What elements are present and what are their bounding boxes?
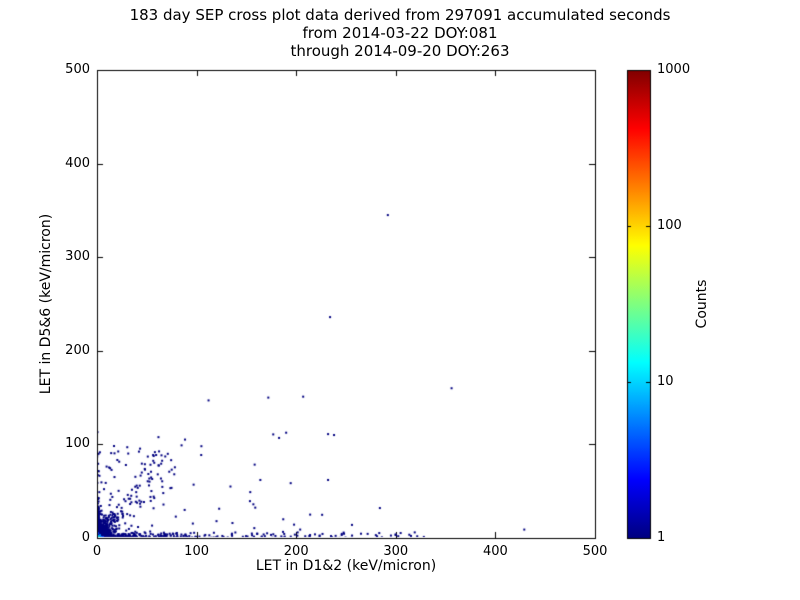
x-tick-label: 400: [482, 544, 508, 559]
y-tick-label: 0: [81, 530, 90, 545]
chart-title: 183 day SEP cross plot data derived from…: [0, 6, 800, 60]
colorbar-tick-label: 10: [657, 374, 674, 389]
x-tick-label: 100: [184, 544, 210, 559]
colorbar-tick-label: 100: [657, 218, 682, 233]
title-line-2: from 2014-03-22 DOY:081: [302, 24, 498, 42]
title-line-3: through 2014-09-20 DOY:263: [290, 42, 510, 60]
x-axis-label: LET in D1&2 (keV/micron): [255, 558, 437, 574]
y-tick-label: 200: [65, 342, 90, 358]
y-axis-label: LET in D5&6 (keV/micron): [38, 213, 54, 395]
y-tick-label: 500: [65, 62, 90, 77]
x-tick-label: 0: [92, 544, 102, 559]
x-tick-label: 500: [582, 544, 608, 559]
y-tick-label: 400: [65, 155, 90, 171]
x-tick-label: 200: [283, 544, 309, 559]
title-line-1: 183 day SEP cross plot data derived from…: [129, 6, 671, 24]
x-tick-label: 300: [383, 544, 409, 559]
colorbar-label: Counts: [694, 279, 710, 329]
y-tick-label: 300: [65, 249, 90, 265]
colorbar-tick-label: 1: [657, 530, 666, 545]
y-tick-label: 100: [65, 436, 90, 452]
colorbar-tick-label: 1000: [657, 62, 691, 77]
